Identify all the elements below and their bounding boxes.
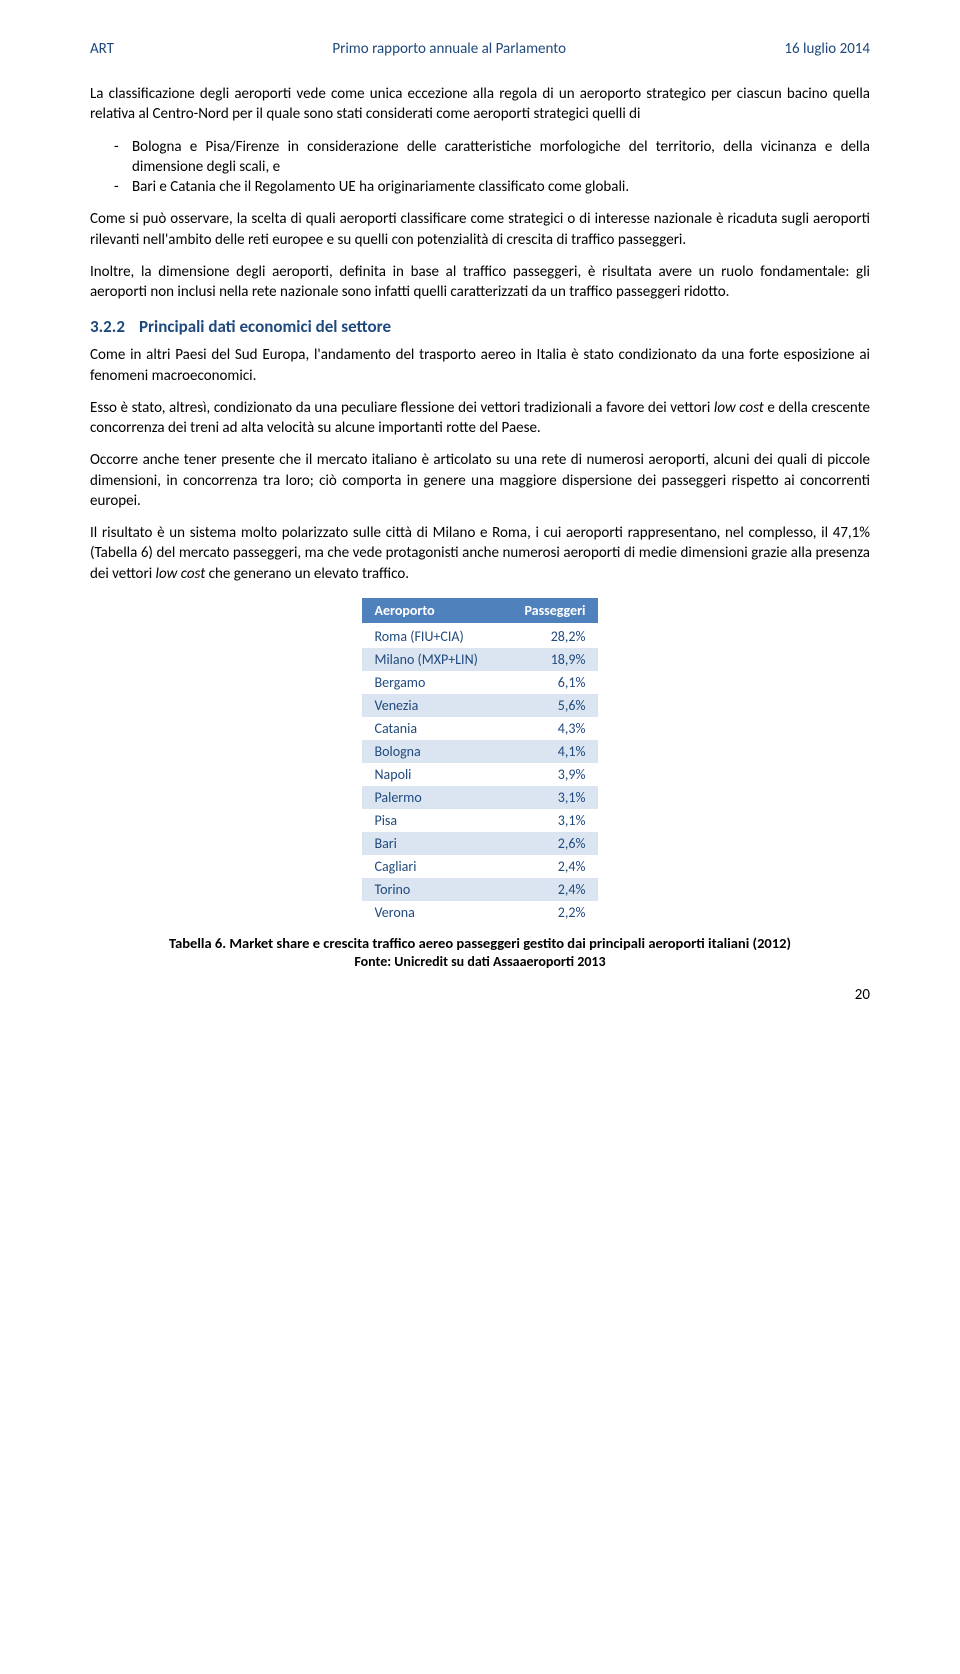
market-share-table: Aeroporto Passeggeri Roma (FIU+CIA)28,2%…	[362, 598, 597, 924]
table-row: Roma (FIU+CIA)28,2%	[362, 624, 597, 648]
body-paragraph: La classificazione degli aeroporti vede …	[90, 84, 870, 125]
table-cell: Torino	[362, 878, 512, 901]
page-header: ART Primo rapporto annuale al Parlamento…	[90, 40, 870, 58]
section-heading: 3.2.2 Principali dati economici del setto…	[90, 316, 870, 337]
table-cell: Milano (MXP+LIN)	[362, 648, 512, 671]
table-source: Fonte: Unicredit su dati Assaaeroporti 2…	[90, 953, 870, 972]
table-cell: Bari	[362, 832, 512, 855]
table-cell: Roma (FIU+CIA)	[362, 624, 512, 648]
table-cell: 3,1%	[512, 786, 597, 809]
page-number: 20	[90, 986, 870, 1004]
table-cell: 2,6%	[512, 832, 597, 855]
list-item: Bari e Catania che il Regolamento UE ha …	[90, 177, 870, 197]
body-paragraph: Il risultato è un sistema molto polarizz…	[90, 523, 870, 584]
table-cell: 4,1%	[512, 740, 597, 763]
header-left: ART	[90, 40, 114, 58]
table-cell: 4,3%	[512, 717, 597, 740]
table-cell: Napoli	[362, 763, 512, 786]
section-title: Principali dati economici del settore	[139, 316, 391, 337]
table-row: Bergamo6,1%	[362, 671, 597, 694]
table-body: Roma (FIU+CIA)28,2%Milano (MXP+LIN)18,9%…	[362, 624, 597, 924]
table-cell: 28,2%	[512, 624, 597, 648]
body-paragraph: Inoltre, la dimensione degli aeroporti, …	[90, 262, 870, 303]
table-cell: 6,1%	[512, 671, 597, 694]
list-item: Bologna e Pisa/Firenze in considerazione…	[90, 137, 870, 178]
table-cell: 3,9%	[512, 763, 597, 786]
table-caption: Tabella 6. Market share e crescita traff…	[90, 934, 870, 954]
table-row: Verona2,2%	[362, 901, 597, 924]
table-row: Milano (MXP+LIN)18,9%	[362, 648, 597, 671]
table-row: Bologna4,1%	[362, 740, 597, 763]
table-row: Catania4,3%	[362, 717, 597, 740]
table-cell: 3,1%	[512, 809, 597, 832]
table-cell: 18,9%	[512, 648, 597, 671]
table-cell: 2,2%	[512, 901, 597, 924]
table-cell: Palermo	[362, 786, 512, 809]
table-row: Pisa3,1%	[362, 809, 597, 832]
table-cell: Venezia	[362, 694, 512, 717]
table-cell: 2,4%	[512, 855, 597, 878]
section-number: 3.2.2	[90, 316, 125, 337]
page: ART Primo rapporto annuale al Parlamento…	[0, 0, 960, 1054]
table-row: Bari2,6%	[362, 832, 597, 855]
header-right: 16 luglio 2014	[784, 40, 870, 58]
body-paragraph: Come si può osservare, la scelta di qual…	[90, 209, 870, 250]
table-row: Venezia5,6%	[362, 694, 597, 717]
table-cell: Verona	[362, 901, 512, 924]
table-row: Napoli3,9%	[362, 763, 597, 786]
text-run: che generano un elevato traffico.	[205, 565, 409, 583]
table-header-cell: Passeggeri	[512, 598, 597, 624]
table-row: Palermo3,1%	[362, 786, 597, 809]
body-paragraph: Esso è stato, altresì, condizionato da u…	[90, 398, 870, 439]
text-run: Esso è stato, altresì, condizionato da u…	[90, 399, 714, 417]
italic-run: low cost	[714, 399, 764, 417]
table-cell: Bologna	[362, 740, 512, 763]
table-cell: 5,6%	[512, 694, 597, 717]
table-row: Torino2,4%	[362, 878, 597, 901]
body-paragraph: Occorre anche tener presente che il merc…	[90, 450, 870, 511]
table-cell: Bergamo	[362, 671, 512, 694]
table-container: Aeroporto Passeggeri Roma (FIU+CIA)28,2%…	[90, 598, 870, 924]
table-cell: Catania	[362, 717, 512, 740]
table-row: Cagliari2,4%	[362, 855, 597, 878]
table-cell: Cagliari	[362, 855, 512, 878]
table-header-cell: Aeroporto	[362, 598, 512, 624]
table-header-row: Aeroporto Passeggeri	[362, 598, 597, 624]
header-center: Primo rapporto annuale al Parlamento	[332, 40, 566, 58]
bullet-list: Bologna e Pisa/Firenze in considerazione…	[90, 137, 870, 198]
body-paragraph: Come in altri Paesi del Sud Europa, l'an…	[90, 345, 870, 386]
italic-run: low cost	[156, 565, 206, 583]
table-cell: Pisa	[362, 809, 512, 832]
table-cell: 2,4%	[512, 878, 597, 901]
